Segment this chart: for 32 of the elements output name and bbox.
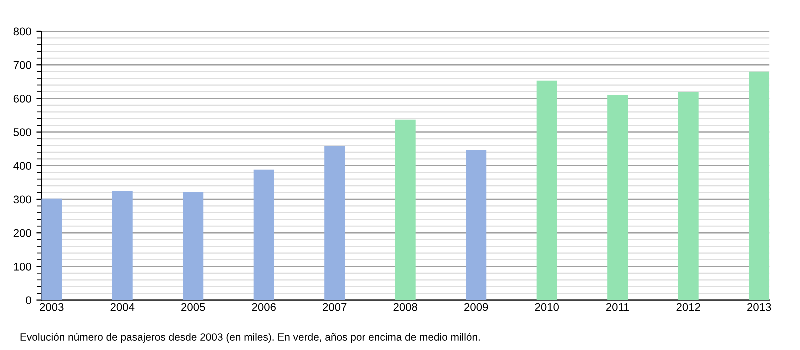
bar xyxy=(608,95,628,300)
bar xyxy=(678,92,699,300)
bar xyxy=(254,170,274,300)
bar xyxy=(395,120,416,300)
x-tick-label: 2011 xyxy=(606,303,630,312)
y-tick-label: 600 xyxy=(14,94,32,103)
y-tick-label: 800 xyxy=(14,28,32,36)
bar xyxy=(466,150,487,300)
bar xyxy=(112,191,133,300)
bar xyxy=(324,146,346,300)
bar xyxy=(536,80,558,300)
y-tick-label: 700 xyxy=(14,61,32,70)
y-tick-label: 200 xyxy=(14,229,32,238)
bar xyxy=(749,72,770,300)
y-tick-label: 0 xyxy=(26,296,32,304)
y-tick-label: 400 xyxy=(14,162,32,170)
x-tick-label: 2008 xyxy=(394,303,418,312)
bar xyxy=(42,198,62,300)
y-tick-label: 100 xyxy=(14,262,32,271)
x-tick-label: 2013 xyxy=(748,303,772,312)
x-tick-label: 2009 xyxy=(464,303,488,312)
x-tick-label: 2007 xyxy=(323,303,347,312)
x-tick-label: 2003 xyxy=(40,303,64,312)
x-tick-label: 2012 xyxy=(676,303,700,312)
y-tick-label: 300 xyxy=(14,196,32,204)
x-tick-label: 2010 xyxy=(535,303,560,312)
x-tick-label: 2004 xyxy=(110,303,135,312)
x-tick-label: 2005 xyxy=(182,303,206,312)
x-tick-label: 2006 xyxy=(252,303,276,312)
y-tick-label: 500 xyxy=(14,128,32,136)
bar xyxy=(183,192,204,300)
text: Evolución número de pasajeros desde 2003 (en miles). En verde, años por encima de medio millón. xyxy=(20,333,480,343)
